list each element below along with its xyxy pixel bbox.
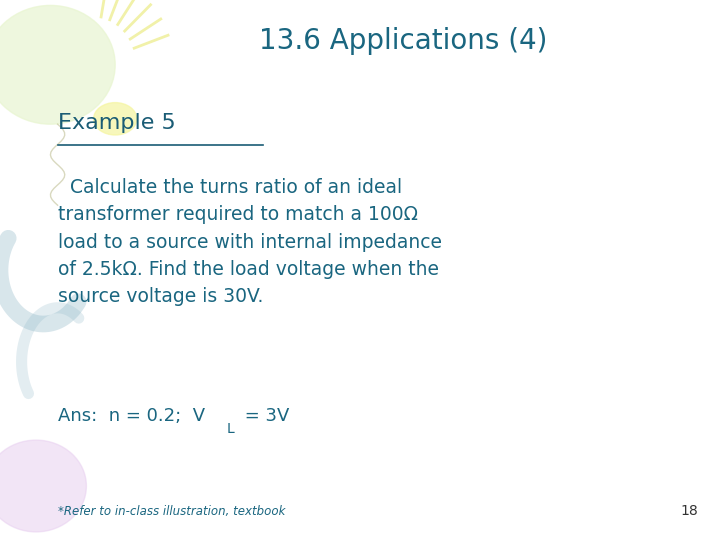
Ellipse shape [94, 103, 137, 135]
Ellipse shape [0, 440, 86, 532]
Text: Ans:  n = 0.2;  V: Ans: n = 0.2; V [58, 407, 204, 425]
Text: 13.6 Applications (4): 13.6 Applications (4) [259, 27, 547, 55]
Text: = 3V: = 3V [239, 407, 289, 425]
Text: 18: 18 [680, 504, 698, 518]
Text: Calculate the turns ratio of an ideal
transformer required to match a 100Ω
load : Calculate the turns ratio of an ideal tr… [58, 178, 441, 306]
Text: *Refer to in-class illustration, textbook: *Refer to in-class illustration, textboo… [58, 505, 285, 518]
Ellipse shape [0, 5, 115, 124]
Text: L: L [227, 422, 235, 436]
Text: Example 5: Example 5 [58, 113, 176, 133]
